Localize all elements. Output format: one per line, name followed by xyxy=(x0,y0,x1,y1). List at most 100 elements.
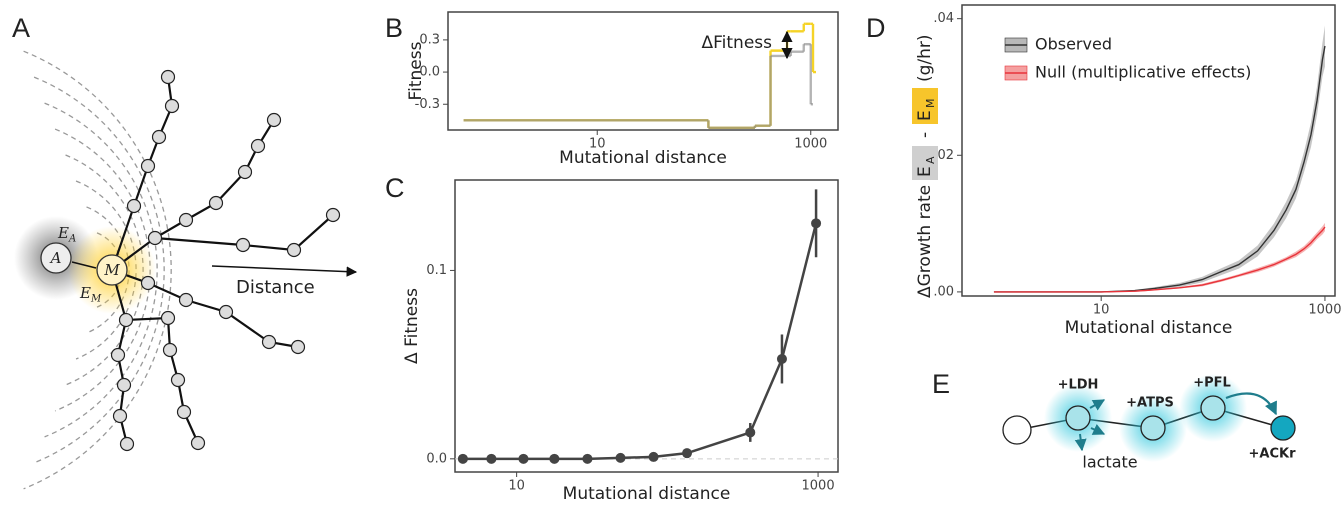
tree-node xyxy=(140,158,156,174)
y-tick-label: 0.0 xyxy=(419,65,440,80)
point xyxy=(582,453,593,464)
y-tick-label: 0.3 xyxy=(419,32,440,47)
label-ea-sub: A xyxy=(68,234,76,245)
node-m-label: M xyxy=(103,261,120,279)
tree-node xyxy=(178,292,194,308)
term-box xyxy=(912,146,938,180)
tree-node xyxy=(160,69,176,85)
distance-ring xyxy=(33,76,165,464)
product-label: lactate xyxy=(1082,453,1137,472)
y-tick-label: .04 xyxy=(933,11,954,26)
node-a xyxy=(40,242,72,274)
pathway-node xyxy=(1140,415,1166,441)
x-tick-label: 1000 xyxy=(802,479,835,494)
step-label: +ATPS xyxy=(1126,396,1174,411)
panel-label: A xyxy=(12,13,30,43)
tree-node xyxy=(261,334,277,350)
unit: (g/hr) xyxy=(915,34,935,82)
tree-node xyxy=(160,310,176,326)
step-label: +ACKr xyxy=(1249,447,1297,462)
pathway-node xyxy=(1002,415,1032,445)
line xyxy=(993,45,1326,293)
point xyxy=(615,452,626,463)
tree-edge xyxy=(71,261,97,269)
point xyxy=(811,218,822,229)
plot-frame xyxy=(447,11,839,131)
x-tick-label: 10 xyxy=(1093,303,1110,318)
annotation: ΔFitness xyxy=(701,33,772,53)
term-minus: - xyxy=(915,132,935,138)
y-tick-label: 0.0 xyxy=(426,451,447,466)
panel-label: B xyxy=(385,13,403,43)
flux-arrow xyxy=(1225,392,1277,416)
x-axis-title: Mutational distance xyxy=(559,148,727,168)
tree-node xyxy=(266,112,282,128)
y-tick-label: 0.1 xyxy=(426,263,447,278)
point xyxy=(457,453,468,464)
tree-edge xyxy=(154,214,334,252)
tree-node xyxy=(235,237,251,253)
term-m: E xyxy=(915,110,935,121)
x-tick-label: 1000 xyxy=(794,137,827,152)
tree-node xyxy=(208,195,224,211)
x-tick-label: 1000 xyxy=(1308,303,1341,318)
panel-label: E xyxy=(932,369,950,399)
y-axis-title: Δ Fitness xyxy=(402,288,422,364)
label-em-sub: M xyxy=(90,294,102,305)
x-tick-label: 10 xyxy=(589,137,606,152)
plot-frame xyxy=(454,179,839,473)
term-a: E xyxy=(915,166,935,177)
node-a-label: A xyxy=(49,249,62,267)
tree-node xyxy=(126,198,142,214)
label-ea: E xyxy=(57,224,69,242)
legend-label: Null (multiplicative effects) xyxy=(1035,63,1251,82)
term-m-sub: M xyxy=(924,99,937,109)
tree-node xyxy=(140,275,156,291)
point xyxy=(681,448,692,459)
y-axis-title: Fitness xyxy=(406,41,426,100)
point xyxy=(745,427,756,438)
distance-ring xyxy=(86,206,130,334)
distance-arrow xyxy=(211,265,358,277)
panel-label: C xyxy=(385,173,405,203)
tree-node xyxy=(116,377,132,393)
tree-node xyxy=(118,312,134,328)
tree-node xyxy=(190,435,206,451)
distance-ring xyxy=(23,50,172,490)
tree-node xyxy=(286,242,302,258)
y-axis-title-main: ΔGrowth rate xyxy=(915,185,935,298)
panel-label: D xyxy=(866,13,886,43)
tree-node xyxy=(110,347,126,363)
tree-node xyxy=(237,164,253,180)
y-tick-label: -0.3 xyxy=(415,97,440,112)
y-tick-label: .02 xyxy=(933,148,954,163)
plot-frame xyxy=(961,4,1336,297)
point xyxy=(648,451,659,462)
step-label: +LDH xyxy=(1058,378,1099,393)
pathway-node xyxy=(1065,405,1091,431)
legend-label: Observed xyxy=(1035,35,1112,54)
step-label: +PFL xyxy=(1193,376,1231,391)
point xyxy=(549,453,560,464)
flux-arrow xyxy=(1089,399,1106,411)
tree-node xyxy=(170,372,186,388)
term-a-sub: A xyxy=(924,156,937,164)
flux-arrow xyxy=(1090,424,1106,435)
pathway-node xyxy=(1200,395,1226,421)
tree-node xyxy=(178,212,194,228)
x-axis-title: Mutational distance xyxy=(1065,318,1233,338)
y-tick-label: .00 xyxy=(933,284,954,299)
tree-node xyxy=(147,230,163,246)
x-axis-title: Mutational distance xyxy=(563,484,731,504)
label-em: E xyxy=(79,284,91,302)
point xyxy=(776,353,787,364)
distance-label: Distance xyxy=(236,277,315,298)
x-tick-label: 10 xyxy=(508,479,525,494)
tree-node xyxy=(162,342,178,358)
tree-node xyxy=(250,138,266,154)
tree-node xyxy=(119,436,135,452)
tree-node xyxy=(290,339,306,355)
line xyxy=(993,226,1326,293)
